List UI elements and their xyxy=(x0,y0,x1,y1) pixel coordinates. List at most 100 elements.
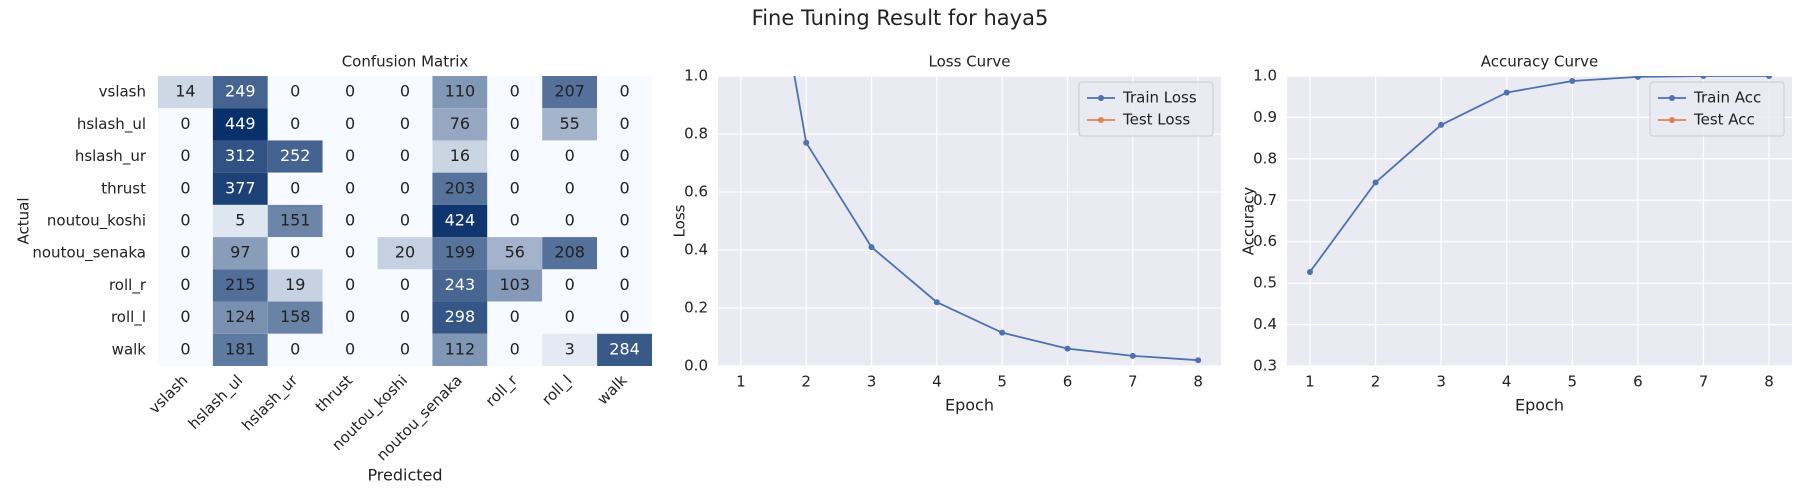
subplot-title: Loss Curve xyxy=(929,53,1011,71)
legend-box xyxy=(1649,81,1785,137)
heatmap-cell xyxy=(597,76,652,109)
cell-label: 207 xyxy=(554,82,585,101)
cell-label: 0 xyxy=(619,114,629,133)
heatmap-cell xyxy=(487,301,543,334)
heatmap-cell xyxy=(158,172,213,205)
cell-label: 0 xyxy=(290,243,300,262)
cell-label: 0 xyxy=(619,275,629,294)
heatmap-cell xyxy=(212,172,268,205)
cell-label: 0 xyxy=(400,146,410,165)
point xyxy=(1129,352,1136,359)
heatmap-cell xyxy=(267,172,323,205)
heatmap-cell xyxy=(432,108,488,141)
point xyxy=(999,329,1006,336)
cell-label: 0 xyxy=(619,211,629,230)
point xyxy=(1064,345,1071,352)
y-tick-label: walk xyxy=(112,340,147,358)
heatmap-cell xyxy=(377,333,433,366)
point xyxy=(933,299,940,306)
heatmap-cell xyxy=(322,76,378,109)
heatmap-cell xyxy=(487,108,543,141)
heatmap-cell xyxy=(158,204,213,238)
cell-label: 312 xyxy=(225,146,256,165)
y-tick-label: 0.4 xyxy=(684,241,708,259)
y-tick-label: 0.0 xyxy=(684,357,708,375)
cell-label: 0 xyxy=(510,339,520,358)
legend-label: Test Acc xyxy=(1693,111,1755,129)
cell-label: 5 xyxy=(235,211,245,230)
y-tick-label: 0.8 xyxy=(684,125,708,143)
heatmap-cell xyxy=(487,237,543,270)
heatmap-cell xyxy=(322,269,378,302)
cell-label: 215 xyxy=(225,275,256,294)
heatmap-cell xyxy=(212,76,268,109)
cell-label: 0 xyxy=(510,114,520,133)
heatmap-cell xyxy=(267,333,323,366)
cell-label: 0 xyxy=(290,114,300,133)
heatmap-cell xyxy=(432,269,488,302)
cell-label: 0 xyxy=(345,178,355,197)
heatmap-cell xyxy=(212,140,268,173)
heatmap-cell xyxy=(487,333,543,366)
heatmap-cell xyxy=(377,108,433,141)
cell-label: 298 xyxy=(445,307,476,326)
x-tick-label: 5 xyxy=(1568,373,1578,391)
point xyxy=(1766,76,1773,79)
heatmap-cell xyxy=(432,172,488,205)
heatmap-cell xyxy=(267,204,323,238)
heatmap-cell xyxy=(377,140,433,173)
x-axis-label: Epoch xyxy=(1515,396,1564,415)
subplot-title: Confusion Matrix xyxy=(342,53,469,71)
cell-label: 0 xyxy=(400,82,410,101)
figure-title: Fine Tuning Result for haya5 xyxy=(752,6,1049,30)
x-tick-label: hslash_ul xyxy=(185,371,247,433)
heatmap-cell xyxy=(267,237,323,270)
line xyxy=(1309,76,1770,273)
x-tick-label: 1 xyxy=(1305,373,1315,391)
cell-label: 0 xyxy=(290,82,300,101)
y-tick-label: roll_l xyxy=(111,308,146,327)
heatmap-cell xyxy=(322,140,378,173)
point xyxy=(1700,76,1707,79)
cell-label: 0 xyxy=(345,114,355,133)
subplot-title: Accuracy Curve xyxy=(1481,53,1599,71)
heatmap-cell xyxy=(158,237,213,270)
line xyxy=(793,76,1199,362)
point xyxy=(1503,89,1510,96)
heatmap-cell xyxy=(377,172,433,205)
cell-label: 0 xyxy=(345,339,355,358)
x-tick-label: 8 xyxy=(1764,373,1774,391)
cell-label: 19 xyxy=(285,275,305,294)
cell-label: 377 xyxy=(225,178,256,197)
heatmap-cell xyxy=(322,204,378,238)
cell-label: 0 xyxy=(510,146,520,165)
cell-label: 0 xyxy=(510,307,520,326)
cell-label: 449 xyxy=(225,114,256,133)
x-axis-label: Epoch xyxy=(945,396,994,415)
x-tick-label: 4 xyxy=(1502,373,1512,391)
cell-label: 110 xyxy=(445,82,476,101)
legend-label: Train Loss xyxy=(1122,89,1197,107)
cell-label: 0 xyxy=(400,275,410,294)
cell-label: 208 xyxy=(554,243,585,262)
cell-label: 0 xyxy=(565,178,575,197)
cell-label: 0 xyxy=(180,307,190,326)
heatmap-cell xyxy=(322,301,378,334)
point xyxy=(803,139,810,146)
y-tick-label: 1.0 xyxy=(1253,67,1277,85)
heatmap-cell xyxy=(487,76,543,109)
cell-label: 0 xyxy=(565,211,575,230)
heatmap-cell xyxy=(542,108,598,141)
x-tick-label: 7 xyxy=(1128,373,1138,391)
heatmap-cell xyxy=(158,269,213,302)
series xyxy=(793,76,1202,364)
cell-label: 203 xyxy=(445,178,476,197)
heatmap-cell xyxy=(158,140,213,173)
cell-label: 0 xyxy=(400,211,410,230)
heatmap-cell xyxy=(158,301,213,334)
y-tick-label: 0.6 xyxy=(684,183,708,201)
heatmap-cell xyxy=(597,172,652,205)
cell-label: 0 xyxy=(180,275,190,294)
heatmap-cell xyxy=(432,140,488,173)
cell-label: 56 xyxy=(505,243,525,262)
